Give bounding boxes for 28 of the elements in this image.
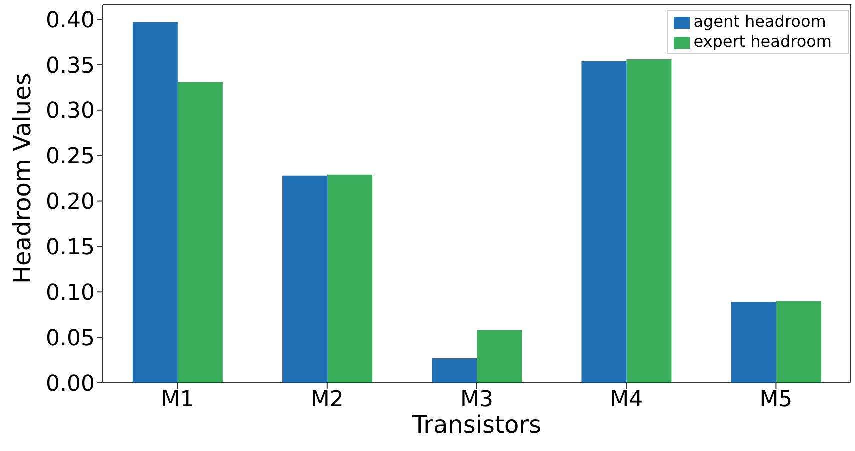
bar <box>282 176 328 383</box>
y-tick-label: 0.00 <box>46 372 95 397</box>
bar <box>582 61 627 383</box>
y-tick-label: 0.25 <box>46 144 95 170</box>
x-tick-label: M3 <box>460 388 494 413</box>
y-tick-label: 0.05 <box>46 326 95 352</box>
x-axis-title: Transistors <box>411 411 542 439</box>
bar <box>477 330 522 383</box>
x-tick-label: M4 <box>610 388 644 413</box>
x-tick-label: M5 <box>760 388 793 413</box>
bar <box>328 174 373 383</box>
bar <box>626 60 672 383</box>
bar <box>776 301 822 383</box>
y-tick-label: 0.30 <box>46 99 95 124</box>
bar <box>178 82 223 383</box>
legend-label: agent headroom <box>694 12 826 31</box>
y-tick-label: 0.15 <box>46 236 95 261</box>
bar <box>132 22 178 383</box>
y-tick-label: 0.35 <box>46 54 95 79</box>
x-tick-label: M2 <box>310 388 344 413</box>
bar <box>731 302 776 383</box>
y-tick-label: 0.40 <box>46 8 95 34</box>
x-tick-label: M1 <box>161 388 194 413</box>
y-tick-label: 0.10 <box>46 280 95 306</box>
bar <box>432 358 478 383</box>
y-tick-label: 0.20 <box>46 190 95 216</box>
y-axis-title: Headroom Values <box>8 73 37 284</box>
legend-label: expert headroom <box>694 32 832 51</box>
